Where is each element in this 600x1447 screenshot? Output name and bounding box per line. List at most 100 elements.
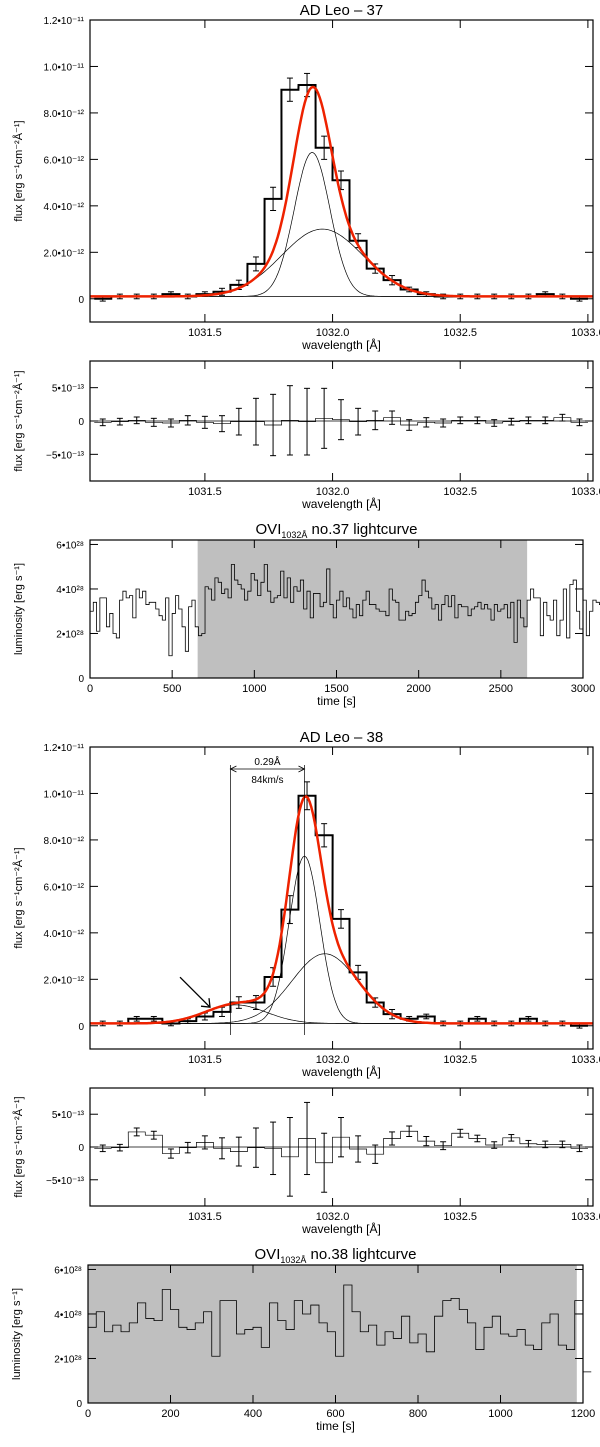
y-tick-label: 4.0•10⁻¹² xyxy=(44,929,85,940)
x-tick-label: 800 xyxy=(409,1408,427,1420)
x-tick-label: 3000 xyxy=(571,683,595,695)
x-tick-label: 400 xyxy=(244,1408,262,1420)
y-tick-label: 0 xyxy=(78,295,84,306)
x-axis-label: time [s] xyxy=(316,1419,355,1433)
x-tick-label: 1200 xyxy=(571,1408,595,1420)
x-tick-label: 1033.0 xyxy=(571,327,600,339)
y-tick-label: −5•10⁻¹³ xyxy=(46,450,85,461)
y-tick-label: 6•10²⁸ xyxy=(54,1265,82,1276)
arrow xyxy=(179,976,211,1008)
x-tick-label: 1033.0 xyxy=(571,1054,600,1066)
y-tick-label: 1.2•10⁻¹¹ xyxy=(44,743,85,754)
x-tick-label: 1032.5 xyxy=(443,1211,477,1223)
y-tick-label: 5•10⁻¹³ xyxy=(52,1110,85,1121)
x-tick-label: 1031.5 xyxy=(188,1211,222,1223)
x-tick-label: 0 xyxy=(85,1408,91,1420)
x-tick-label: 1033.0 xyxy=(571,486,600,498)
x-tick-label: 1032.5 xyxy=(443,1054,477,1066)
y-tick-label: 6•10²⁸ xyxy=(56,540,84,551)
plot-frame xyxy=(89,746,594,1050)
residual-37: 1031.5 1032.0 1032.5 1033.0 5•10⁻¹³ 0 −5•10⁻¹³… xyxy=(12,360,600,511)
analysis-window xyxy=(197,540,528,678)
y-tick-label: 2•10²⁸ xyxy=(54,1354,82,1365)
x-axis-label: time [s] xyxy=(317,694,356,708)
chart-title: OVI1032Å no.37 lightcurve xyxy=(256,521,418,540)
plot-frame xyxy=(89,360,594,482)
x-tick-label: 1000 xyxy=(488,1408,512,1420)
residual-38: 1031.5 1032.0 1032.5 1033.0 5•10⁻¹³ 0 −5•10⁻¹³… xyxy=(12,1087,600,1236)
y-axis-label: flux [erg s⁻¹cm⁻²Å⁻¹] xyxy=(12,847,25,948)
span-arrow-head xyxy=(298,765,306,773)
x-tick-label: 1000 xyxy=(242,683,266,695)
fit-component xyxy=(90,953,593,1024)
y-tick-label: 6.0•10⁻¹² xyxy=(44,155,85,166)
x-tick-label: 200 xyxy=(161,1408,179,1420)
y-tick-label: 4•10²⁸ xyxy=(54,1310,82,1321)
y-tick-label: 6.0•10⁻¹² xyxy=(44,882,85,893)
y-tick-label: 2.0•10⁻¹² xyxy=(44,975,85,986)
y-tick-label: 0 xyxy=(78,674,84,685)
x-tick-label: 1032.0 xyxy=(316,1211,350,1223)
y-tick-label: 0 xyxy=(78,1143,84,1154)
plot-frame xyxy=(89,539,584,679)
y-axis-label: luminosity [erg s⁻¹] xyxy=(11,1288,23,1380)
x-tick-label: 1033.0 xyxy=(571,1211,600,1223)
x-axis-label: wavelength [Å] xyxy=(301,1221,381,1236)
x-tick-label: 0 xyxy=(87,683,93,695)
x-tick-label: 1031.5 xyxy=(188,486,222,498)
span-label: 84km/s xyxy=(251,775,283,786)
plot-frame xyxy=(89,1087,594,1207)
analysis-window xyxy=(88,1265,577,1403)
y-tick-label: 4•10²⁸ xyxy=(56,585,84,596)
y-tick-label: 8.0•10⁻¹² xyxy=(44,836,85,847)
fit-component xyxy=(90,152,593,297)
fit-component xyxy=(90,228,593,297)
lightcurve-steps xyxy=(90,564,600,657)
y-tick-label: 5•10⁻¹³ xyxy=(52,384,85,395)
arrow-head xyxy=(200,998,211,1008)
y-tick-label: 1.2•10⁻¹¹ xyxy=(44,16,85,27)
plot-ad-leo-37: AD Leo – 37 1031.5 1032.0 1032.5 1033.0 0 2.0•… xyxy=(12,2,600,352)
y-tick-label: 2•10²⁸ xyxy=(56,629,84,640)
x-tick-label: 1032.0 xyxy=(316,486,350,498)
x-tick-label: 2000 xyxy=(406,683,430,695)
x-tick-label: 500 xyxy=(163,683,181,695)
x-tick-label: 1500 xyxy=(324,683,348,695)
span-arrow-head xyxy=(229,765,237,773)
y-tick-label: 8.0•10⁻¹² xyxy=(44,109,85,120)
y-tick-label: 0 xyxy=(76,1399,82,1410)
y-tick-label: 0 xyxy=(78,1022,84,1033)
x-tick-label: 2500 xyxy=(489,683,513,695)
y-axis-label: flux [erg s⁻¹cm⁻²Å⁻¹] xyxy=(12,1096,25,1197)
y-tick-label: −5•10⁻¹³ xyxy=(46,1176,85,1187)
y-tick-label: 4.0•10⁻¹² xyxy=(44,202,85,213)
plot-frame xyxy=(89,19,594,323)
chart-title: OVI1032Å no.38 lightcurve xyxy=(255,1246,417,1265)
lightcurve-38: OVI1032Å no.38 lightcurve 0 200 400 600 800 10… xyxy=(11,1246,595,1433)
y-tick-label: 2.0•10⁻¹² xyxy=(44,248,85,259)
y-tick-label: 1.0•10⁻¹¹ xyxy=(44,789,85,800)
x-tick-label: 1031.5 xyxy=(188,1054,222,1066)
x-tick-label: 1032.0 xyxy=(316,327,350,339)
chart-title: AD Leo – 37 xyxy=(300,2,383,19)
y-axis-label: flux [erg s⁻¹cm⁻²Å⁻¹] xyxy=(12,370,25,471)
x-axis-label: wavelength [Å] xyxy=(301,1064,381,1079)
x-tick-label: 1032.5 xyxy=(443,486,477,498)
chart-title: AD Leo – 38 xyxy=(300,729,383,746)
y-axis-label: luminosity [erg s⁻¹] xyxy=(13,563,25,655)
x-tick-label: 600 xyxy=(326,1408,344,1420)
span-label: 0.29Å xyxy=(254,755,280,768)
plot-frame xyxy=(87,1264,584,1404)
lightcurve-steps xyxy=(88,1284,592,1373)
plot-ad-leo-38: AD Leo – 38 0.29Å 84km/s 1031.5 1032.0 1032.5… xyxy=(12,729,600,1079)
y-tick-label: 0 xyxy=(78,417,84,428)
x-tick-label: 1032.5 xyxy=(443,327,477,339)
x-axis-label: wavelength [Å] xyxy=(301,337,381,352)
x-axis-label: wavelength [Å] xyxy=(301,496,381,511)
x-tick-label: 1032.0 xyxy=(316,1054,350,1066)
x-tick-label: 1031.5 xyxy=(188,327,222,339)
fit-total xyxy=(90,85,593,298)
lightcurve-37: OVI1032Å no.37 lightcurve 0 500 1000 1500 200… xyxy=(13,521,600,708)
fit-total xyxy=(90,795,593,1025)
